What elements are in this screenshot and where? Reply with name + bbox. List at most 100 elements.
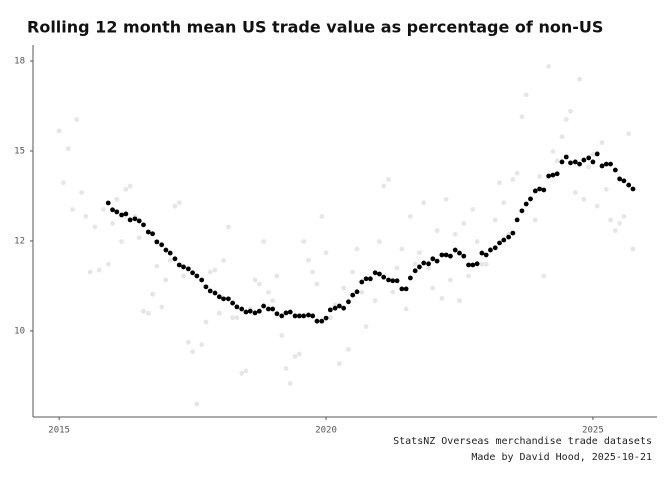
point xyxy=(127,183,133,189)
point xyxy=(621,213,627,219)
point xyxy=(141,222,146,228)
point xyxy=(296,351,302,357)
point xyxy=(483,252,489,258)
point xyxy=(346,346,351,352)
point xyxy=(221,257,226,263)
point xyxy=(274,311,280,317)
point xyxy=(554,171,560,177)
point xyxy=(176,200,182,206)
point xyxy=(314,318,320,324)
point xyxy=(403,286,409,292)
point xyxy=(417,250,422,256)
point xyxy=(363,276,369,282)
point xyxy=(617,176,623,182)
point xyxy=(403,306,409,312)
point xyxy=(287,381,293,386)
point xyxy=(243,368,249,374)
point xyxy=(354,289,360,295)
point xyxy=(83,213,89,219)
point xyxy=(421,200,427,206)
point xyxy=(239,371,245,376)
point xyxy=(466,273,471,279)
point xyxy=(163,277,169,283)
point xyxy=(207,269,213,275)
point xyxy=(119,212,125,218)
point xyxy=(61,180,66,186)
point xyxy=(167,257,173,263)
point xyxy=(199,277,205,283)
point xyxy=(319,318,325,324)
point xyxy=(497,240,502,246)
point xyxy=(87,269,93,275)
point xyxy=(96,267,102,273)
point xyxy=(394,278,400,284)
point xyxy=(247,308,253,314)
point xyxy=(172,256,178,262)
point xyxy=(279,313,285,319)
point xyxy=(256,308,262,314)
point xyxy=(563,154,569,160)
point xyxy=(306,312,311,318)
point xyxy=(350,269,356,275)
point xyxy=(399,246,405,252)
point xyxy=(466,262,471,268)
point xyxy=(461,253,467,259)
point xyxy=(167,250,173,256)
point xyxy=(207,288,213,294)
point xyxy=(377,239,382,244)
point xyxy=(577,76,583,82)
caption: StatsNZ Overseas merchandise trade datas… xyxy=(393,436,652,447)
point xyxy=(136,235,142,241)
point xyxy=(239,306,245,312)
x-tick-label: 2020 xyxy=(315,426,337,436)
point xyxy=(105,261,111,267)
point xyxy=(136,218,142,224)
point xyxy=(394,265,400,271)
point xyxy=(541,187,547,193)
point xyxy=(212,267,218,273)
point xyxy=(510,177,516,182)
point xyxy=(287,309,293,315)
point xyxy=(194,273,200,279)
point xyxy=(190,349,196,355)
point xyxy=(92,224,98,230)
point xyxy=(310,269,316,275)
point xyxy=(554,158,560,164)
point xyxy=(336,303,342,309)
point xyxy=(261,239,266,244)
point xyxy=(514,170,520,176)
point xyxy=(252,277,258,283)
point xyxy=(426,261,431,267)
point xyxy=(221,296,226,302)
point xyxy=(497,180,502,186)
point xyxy=(430,256,436,262)
point xyxy=(510,230,516,236)
point xyxy=(203,284,209,290)
point xyxy=(341,285,347,291)
point xyxy=(243,309,249,315)
point xyxy=(390,289,396,295)
point xyxy=(532,188,538,194)
point xyxy=(443,196,449,202)
point xyxy=(185,266,191,272)
point xyxy=(621,178,627,184)
point xyxy=(506,234,512,240)
point xyxy=(457,250,462,256)
point xyxy=(327,307,333,313)
point xyxy=(377,271,382,277)
point xyxy=(323,315,329,321)
point xyxy=(492,245,498,251)
y-tick-label: 12 xyxy=(14,236,25,246)
point xyxy=(537,173,542,179)
point xyxy=(443,252,449,258)
point xyxy=(176,262,182,268)
point xyxy=(594,151,600,157)
point xyxy=(439,252,445,258)
point xyxy=(519,114,525,120)
point xyxy=(159,242,165,248)
point xyxy=(132,216,138,222)
point xyxy=(332,305,338,311)
point xyxy=(56,128,62,134)
point xyxy=(372,270,378,276)
